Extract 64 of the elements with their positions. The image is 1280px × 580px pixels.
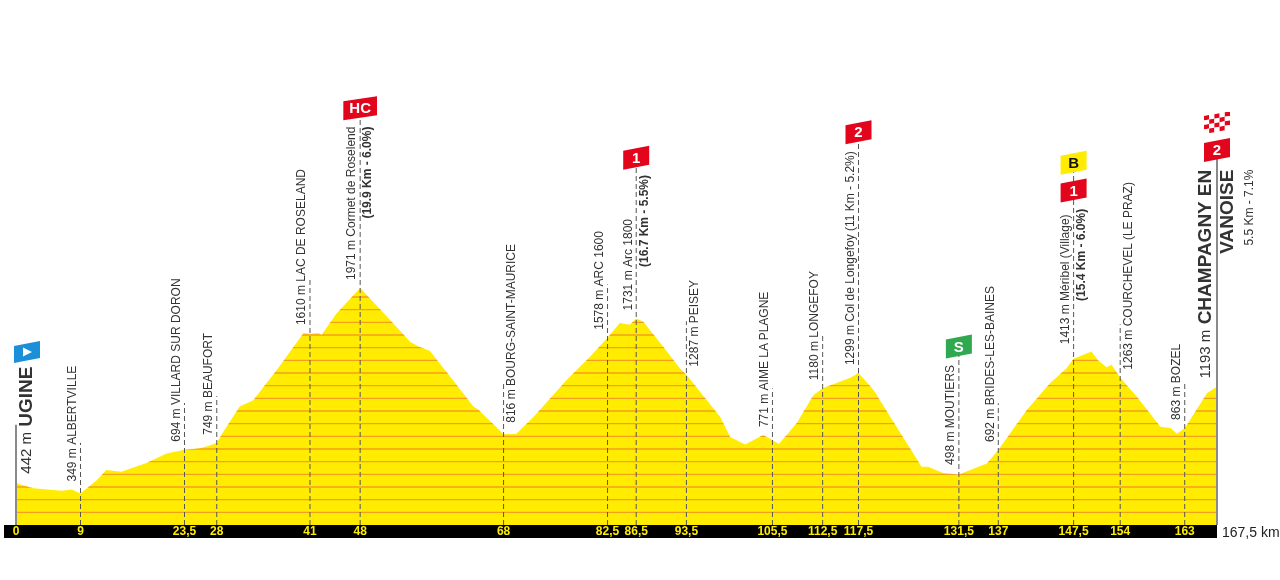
ref-line-label: Cormet de Roselend (19.9 Km - 6.0%): [344, 126, 375, 237]
x-tick-label: 68: [496, 524, 511, 539]
ref-line-label: BRIDES-LES-BAINES: [982, 285, 997, 406]
annotation: 1: [632, 148, 641, 166]
x-axis-title: 167,5 km: [1222, 523, 1280, 540]
x-tick-label: 93,5: [674, 524, 699, 539]
ref-line-label: Méribel (Village) (15.4 Km - 6.0%): [1057, 208, 1088, 301]
annotation: 1: [1069, 181, 1078, 199]
x-tick-label: 154: [1110, 524, 1131, 539]
data-label: 1263 m: [1120, 329, 1135, 370]
data-label: 1413 m: [1057, 304, 1072, 345]
x-tick-label: 163: [1174, 524, 1196, 539]
data-label: 692 m: [982, 408, 997, 443]
ref-line-label: PEISEY: [686, 279, 701, 324]
ref-line-label: ALBERTVILLE: [64, 365, 79, 445]
x-tick-label: 147,5: [1058, 524, 1089, 539]
x-tick-label: 48: [353, 524, 368, 539]
ref-line-label: UGINE: [15, 366, 37, 427]
ref-line-label: AIME LA PLAGNE: [756, 291, 771, 391]
annotation: HC: [349, 99, 372, 117]
data-label: 442 m: [17, 431, 35, 474]
ref-line-label: BOURG-SAINT-MAURICE: [503, 244, 518, 387]
data-label: 498 m: [943, 431, 958, 465]
ref-line-label: LAC DE ROSELAND: [294, 168, 309, 282]
ref-line-label: LONGEFOY: [806, 271, 821, 338]
data-label: 863 m: [1169, 386, 1184, 420]
data-label: 771 m: [756, 393, 771, 428]
ref-line-label: Col de Longefoy (11 Km - 5.2%): [842, 151, 857, 322]
x-tick-label: 41: [303, 524, 317, 539]
x-tick-label: 86,5: [624, 524, 649, 539]
data-label: 1731 m: [620, 270, 635, 311]
x-tick-label: 9: [77, 524, 85, 539]
data-label: 349 m: [64, 448, 79, 482]
ref-line-label: ARC 1600: [591, 230, 606, 287]
data-label: 1299 m: [842, 325, 857, 366]
ref-line-label: COURCHEVEL (LE PRAZ): [1120, 182, 1135, 327]
ref-line-label: VILLARD SUR DORON: [168, 278, 183, 406]
data-label: 1610 m: [294, 285, 309, 326]
x-tick-label: 112,5: [807, 524, 838, 539]
x-tick-label: 82,5: [595, 524, 620, 539]
x-tick-label: 117,5: [843, 524, 874, 539]
data-label: 816 m: [503, 389, 518, 423]
annotation: 2: [1212, 141, 1222, 159]
x-tick-label: 105,5: [757, 524, 788, 539]
annotation: S: [953, 337, 964, 355]
x-tick-label: 0: [12, 524, 20, 539]
ref-line-label: MOUTIERS: [943, 364, 958, 429]
data-label: 1971 m: [344, 239, 359, 280]
ref-line-label: CHAMPAGNY EN VANOISE 5.5 Km - 7.1%: [1194, 169, 1257, 325]
annotation: B: [1068, 153, 1080, 171]
data-label: 1578 m: [591, 289, 606, 330]
x-tick-label: 131,5: [943, 524, 975, 539]
x-tick-label: 23,5: [172, 524, 197, 539]
ref-line-label: BOZEL: [1169, 343, 1184, 384]
data-label: 1193 m: [1196, 329, 1214, 379]
ref-line-label: BEAUFORT: [201, 332, 216, 399]
data-label: 1287 m: [686, 326, 701, 367]
data-label: 1180 m: [806, 341, 821, 381]
annotation: 2: [854, 123, 863, 141]
data-label: 694 m: [168, 408, 183, 442]
x-tick-label: 137: [988, 524, 1009, 539]
ref-line-label: Arc 1800 (16.7 Km - 5.5%): [620, 174, 651, 268]
x-tick-label: 28: [210, 524, 224, 539]
data-label: 749 m: [201, 401, 216, 435]
